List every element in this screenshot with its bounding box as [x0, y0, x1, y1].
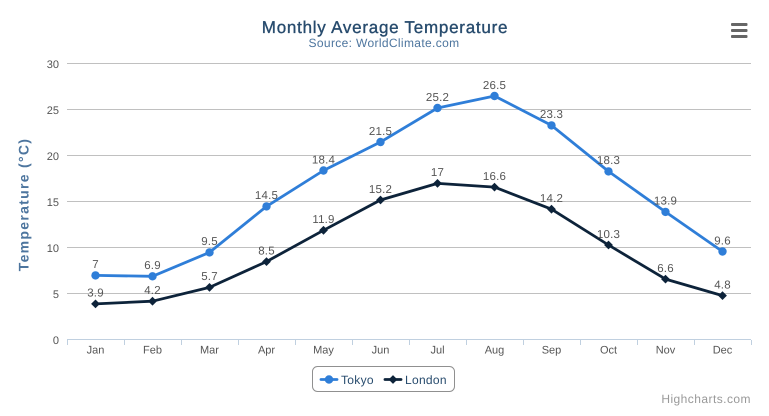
svg-text:5.7: 5.7 — [201, 271, 218, 283]
svg-text:Aug: Aug — [485, 345, 505, 357]
svg-text:Feb: Feb — [143, 345, 162, 357]
svg-text:21.5: 21.5 — [369, 126, 392, 138]
svg-text:Apr: Apr — [258, 345, 275, 357]
svg-text:Jun: Jun — [372, 345, 390, 357]
svg-text:Source: WorldClimate.com: Source: WorldClimate.com — [309, 36, 460, 50]
svg-text:Highcharts.com: Highcharts.com — [661, 392, 751, 406]
svg-text:Jul: Jul — [430, 345, 444, 357]
svg-text:15.2: 15.2 — [369, 184, 392, 196]
svg-text:16.6: 16.6 — [483, 171, 506, 183]
svg-text:Monthly Average Temperature: Monthly Average Temperature — [262, 18, 508, 37]
svg-text:30: 30 — [47, 59, 59, 71]
svg-text:Tokyo: Tokyo — [341, 373, 374, 387]
svg-text:14.5: 14.5 — [255, 190, 278, 202]
svg-text:10: 10 — [47, 243, 59, 255]
svg-text:23.3: 23.3 — [540, 109, 563, 121]
svg-text:18.3: 18.3 — [597, 155, 620, 167]
svg-text:15: 15 — [47, 197, 59, 209]
svg-text:Temperature (°C): Temperature (°C) — [16, 138, 32, 272]
svg-text:7: 7 — [92, 259, 99, 271]
svg-text:6.9: 6.9 — [144, 260, 161, 272]
svg-text:May: May — [313, 345, 334, 357]
svg-text:6.6: 6.6 — [657, 263, 674, 275]
svg-text:14.2: 14.2 — [540, 193, 563, 205]
svg-text:Dec: Dec — [713, 345, 733, 357]
svg-text:20: 20 — [47, 151, 59, 163]
svg-text:25.2: 25.2 — [426, 92, 449, 104]
svg-text:0: 0 — [53, 335, 59, 347]
svg-text:3.9: 3.9 — [87, 288, 104, 300]
svg-text:Nov: Nov — [656, 345, 676, 357]
svg-text:25: 25 — [47, 105, 59, 117]
svg-text:4.2: 4.2 — [144, 285, 161, 297]
svg-text:London: London — [405, 373, 447, 387]
svg-text:5: 5 — [53, 289, 59, 301]
svg-text:11.9: 11.9 — [312, 214, 334, 226]
svg-text:Jan: Jan — [87, 345, 105, 357]
svg-text:4.8: 4.8 — [714, 279, 731, 291]
svg-text:18.4: 18.4 — [312, 154, 336, 166]
svg-text:9.6: 9.6 — [714, 235, 731, 247]
svg-text:8.5: 8.5 — [258, 245, 275, 257]
svg-text:Oct: Oct — [600, 345, 617, 357]
svg-text:13.9: 13.9 — [654, 196, 677, 208]
svg-text:Sep: Sep — [542, 345, 562, 357]
svg-text:Mar: Mar — [200, 345, 219, 357]
svg-text:9.5: 9.5 — [201, 236, 218, 248]
svg-text:17: 17 — [431, 167, 444, 179]
svg-text:26.5: 26.5 — [483, 80, 506, 92]
svg-text:10.3: 10.3 — [597, 229, 620, 241]
